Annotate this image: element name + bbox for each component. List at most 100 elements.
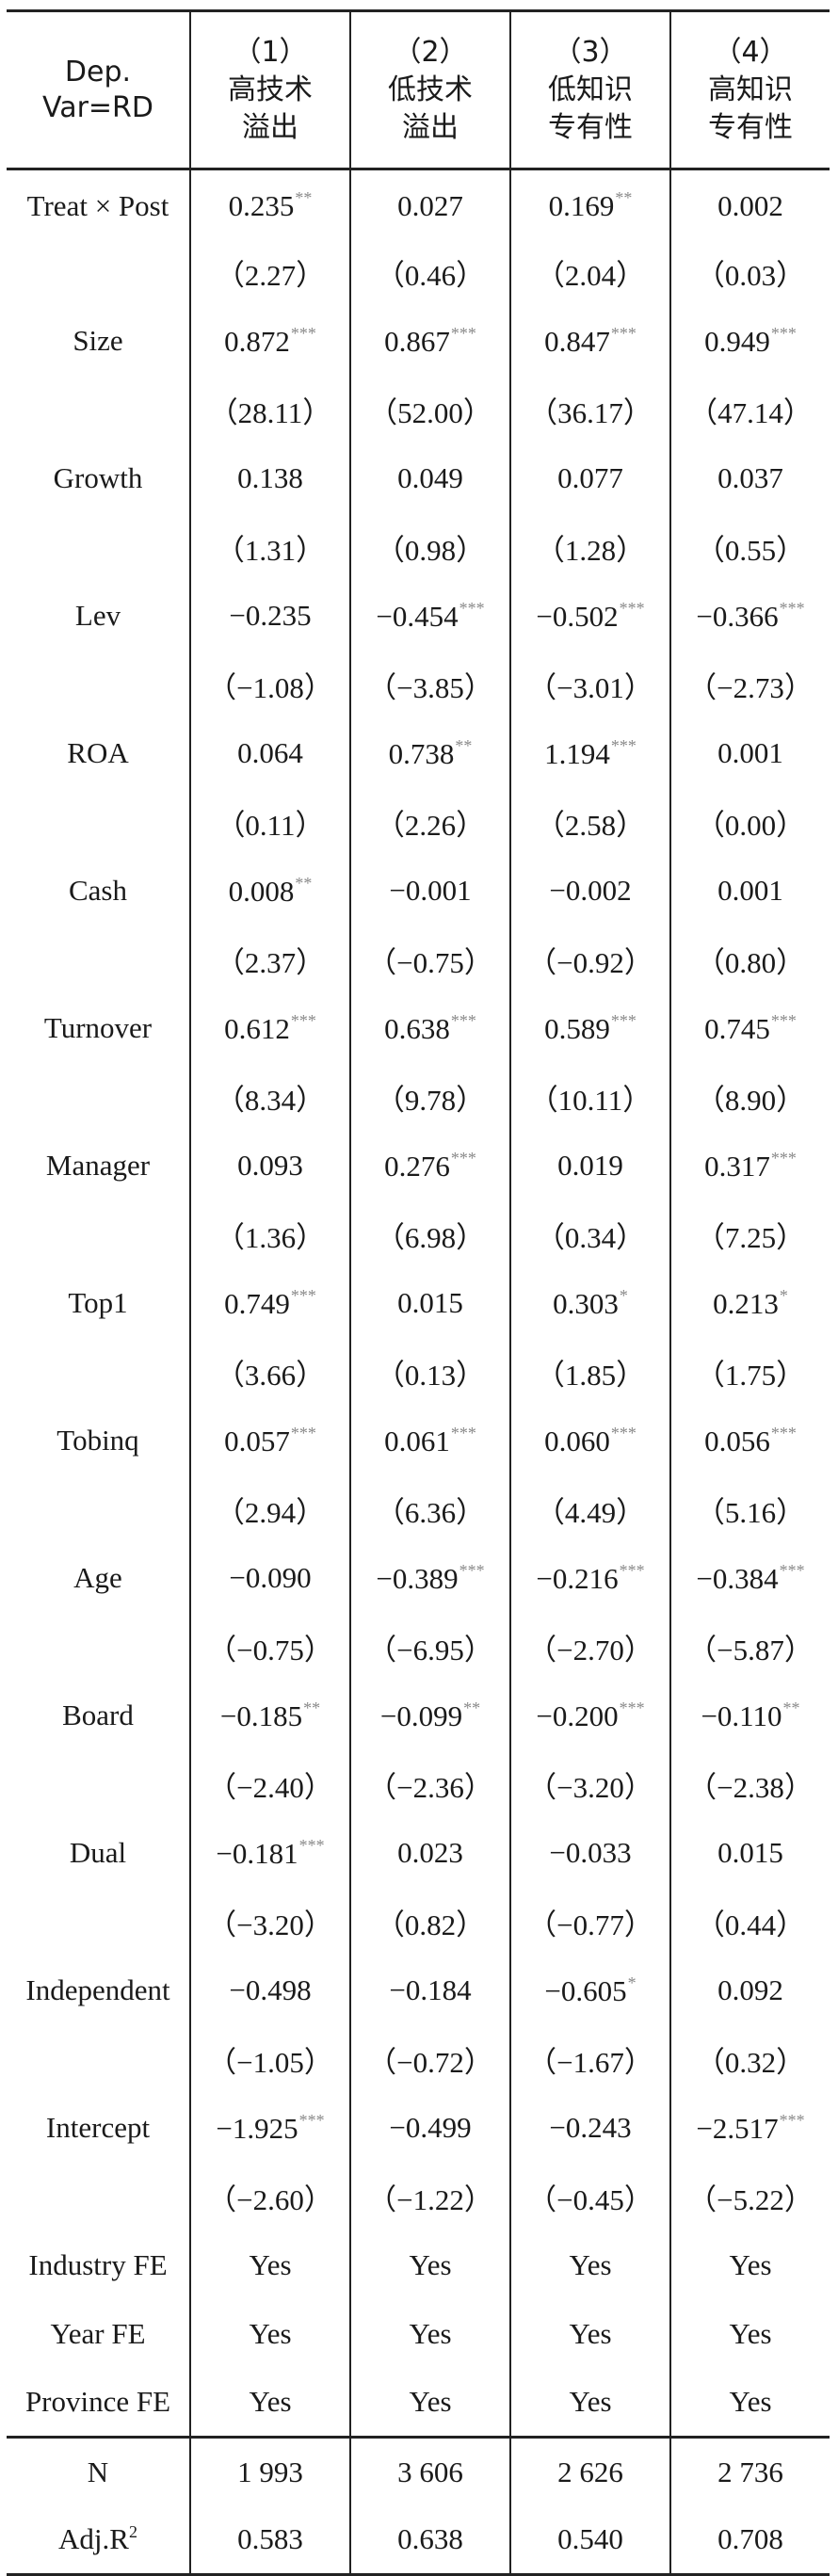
fixed-effect-value: Yes [509,2368,670,2438]
column-number: （3） [553,35,628,69]
coefficient-cell: 0.064 [189,718,350,788]
coefficient-value: 0.235 [228,189,295,223]
coefficient-value: 0.738 [388,736,455,770]
column-number: （2） [393,35,468,69]
coefficient-value: 0.092 [717,1973,783,2006]
coefficient-cell: 0.092 [669,1956,830,2025]
n-value: 2 736 [669,2436,830,2506]
significance-stars: *** [290,1285,316,1305]
table-row-coefficient: Independent −0.498 −0.184 −0.605* 0.092 [7,1956,830,2025]
row-label: Age [73,1561,122,1594]
row-label-empty [7,926,190,994]
coefficient-cell: 0.738** [349,718,510,788]
coefficient-cell: −0.184 [349,1956,510,2025]
table-row-coefficient: Tobinq 0.057*** 0.061*** 0.060*** 0.056*** [7,1406,830,1475]
coefficient-cell: 0.057*** [189,1406,350,1475]
column-header-4: （4） 高知识 专有性 [669,9,830,170]
fixed-effect-value: Yes [509,2230,670,2300]
coefficient-cell: 0.303* [509,1268,670,1338]
significance-stars: *** [779,1560,805,1580]
significance-stars: *** [610,735,637,755]
significance-stars: * [627,1972,637,1992]
column-header-1: （1） 高技术 溢出 [189,9,350,170]
tstat-cell: （−0.72） [349,2024,510,2094]
coefficient-cell: −0.366*** [669,581,830,651]
significance-stars: *** [610,1010,637,1030]
coefficient-cell: 0.019 [509,1131,670,1200]
tstat-cell: （1.28） [509,512,670,582]
coefficient-cell: −0.110** [669,1681,830,1750]
fixed-effect-value: Yes [349,2299,510,2369]
tstat-cell: （7.25） [669,1199,830,1269]
tstat-cell: （0.82） [349,1887,510,1956]
significance-stars: *** [450,1010,476,1030]
coefficient-cell: −0.033 [509,1818,670,1888]
column-number: （4） [713,35,788,69]
n-value: 1 993 [189,2436,350,2506]
tstat-cell: （−3.01） [509,650,670,719]
table-row-tstat: （−2.60） （−1.22） （−0.45） （−5.22） [7,2162,830,2231]
row-label: Dual [69,1836,127,1869]
coefficient-cell: −0.243 [509,2093,670,2163]
table-row-tstat: （3.66） （0.13） （1.85） （1.75） [7,1337,830,1407]
table-row-fixed-effect: Year FE Yes Yes Yes Yes [7,2299,830,2369]
significance-stars: ** [295,873,313,893]
coefficient-cell: −0.502*** [509,581,670,651]
coefficient-value: 0.213 [713,1286,779,1320]
coefficient-cell: −0.185** [189,1681,350,1750]
coefficient-value: −0.502 [536,599,619,633]
row-label: Turnover [43,1011,153,1044]
fixed-effect-value: Yes [349,2368,510,2438]
row-label-empty [7,1338,190,1407]
tstat-cell: （−0.75） [349,925,510,994]
significance-stars: ** [782,1698,800,1717]
row-label: Growth [53,461,143,494]
tstat-cell: （3.66） [189,1337,350,1407]
column-title-line1: 高知识 [708,72,793,106]
coefficient-value: −0.498 [229,1973,312,2006]
coefficient-cell: 0.749*** [189,1268,350,1338]
tstat-cell: （0.46） [349,237,510,307]
coefficient-value: 0.749 [224,1286,290,1320]
fixed-effect-value: Yes [509,2299,670,2369]
tstat-cell: （6.98） [349,1199,510,1269]
table-row-tstat: （−0.75） （−6.95） （−2.70） （−5.87） [7,1612,830,1682]
coefficient-value: 0.949 [704,324,770,358]
coefficient-cell: 0.745*** [669,993,830,1063]
tstat-cell: （−5.87） [669,1612,830,1682]
coefficient-value: −0.389 [376,1561,459,1595]
coefficient-cell: 0.056*** [669,1406,830,1475]
coefficient-cell: −0.002 [509,856,670,926]
tstat-cell: （−1.22） [349,2162,510,2231]
coefficient-value: −0.384 [696,1561,779,1595]
row-label-empty [7,788,190,857]
n-value: 2 626 [509,2436,670,2506]
coefficient-value: −0.454 [376,599,459,633]
tstat-cell: （−6.95） [349,1612,510,1682]
coefficient-value: 0.019 [557,1149,623,1182]
significance-stars: *** [290,1423,316,1442]
coefficient-cell: −0.090 [189,1543,350,1613]
row-label: Manager [45,1149,151,1182]
tstat-cell: （1.85） [509,1337,670,1407]
coefficient-cell: 0.037 [669,443,830,513]
row-label: Cash [69,874,127,907]
tstat-cell: （−2.40） [189,1749,350,1819]
significance-stars: *** [610,1423,637,1442]
tstat-cell: （2.04） [509,237,670,307]
row-label: ROA [67,736,129,769]
coefficient-value: 0.056 [704,1424,770,1457]
table-row-tstat: （28.11） （52.00） （36.17） （47.14） [7,375,830,444]
coefficient-cell: 0.001 [669,856,830,926]
adj-r2-value: 0.540 [509,2505,670,2576]
coefficient-value: 0.638 [384,1011,450,1045]
coefficient-value: −0.216 [536,1561,619,1595]
tstat-cell: （0.44） [669,1887,830,1956]
significance-stars: ** [463,1698,481,1717]
coefficient-cell: −0.099** [349,1681,510,1750]
significance-stars: ** [295,188,313,208]
significance-stars: *** [770,1423,797,1442]
tstat-cell: （0.55） [669,512,830,582]
row-label-empty [7,1750,190,1819]
table-row-tstat: （8.34） （9.78） （10.11） （8.90） [7,1062,830,1132]
